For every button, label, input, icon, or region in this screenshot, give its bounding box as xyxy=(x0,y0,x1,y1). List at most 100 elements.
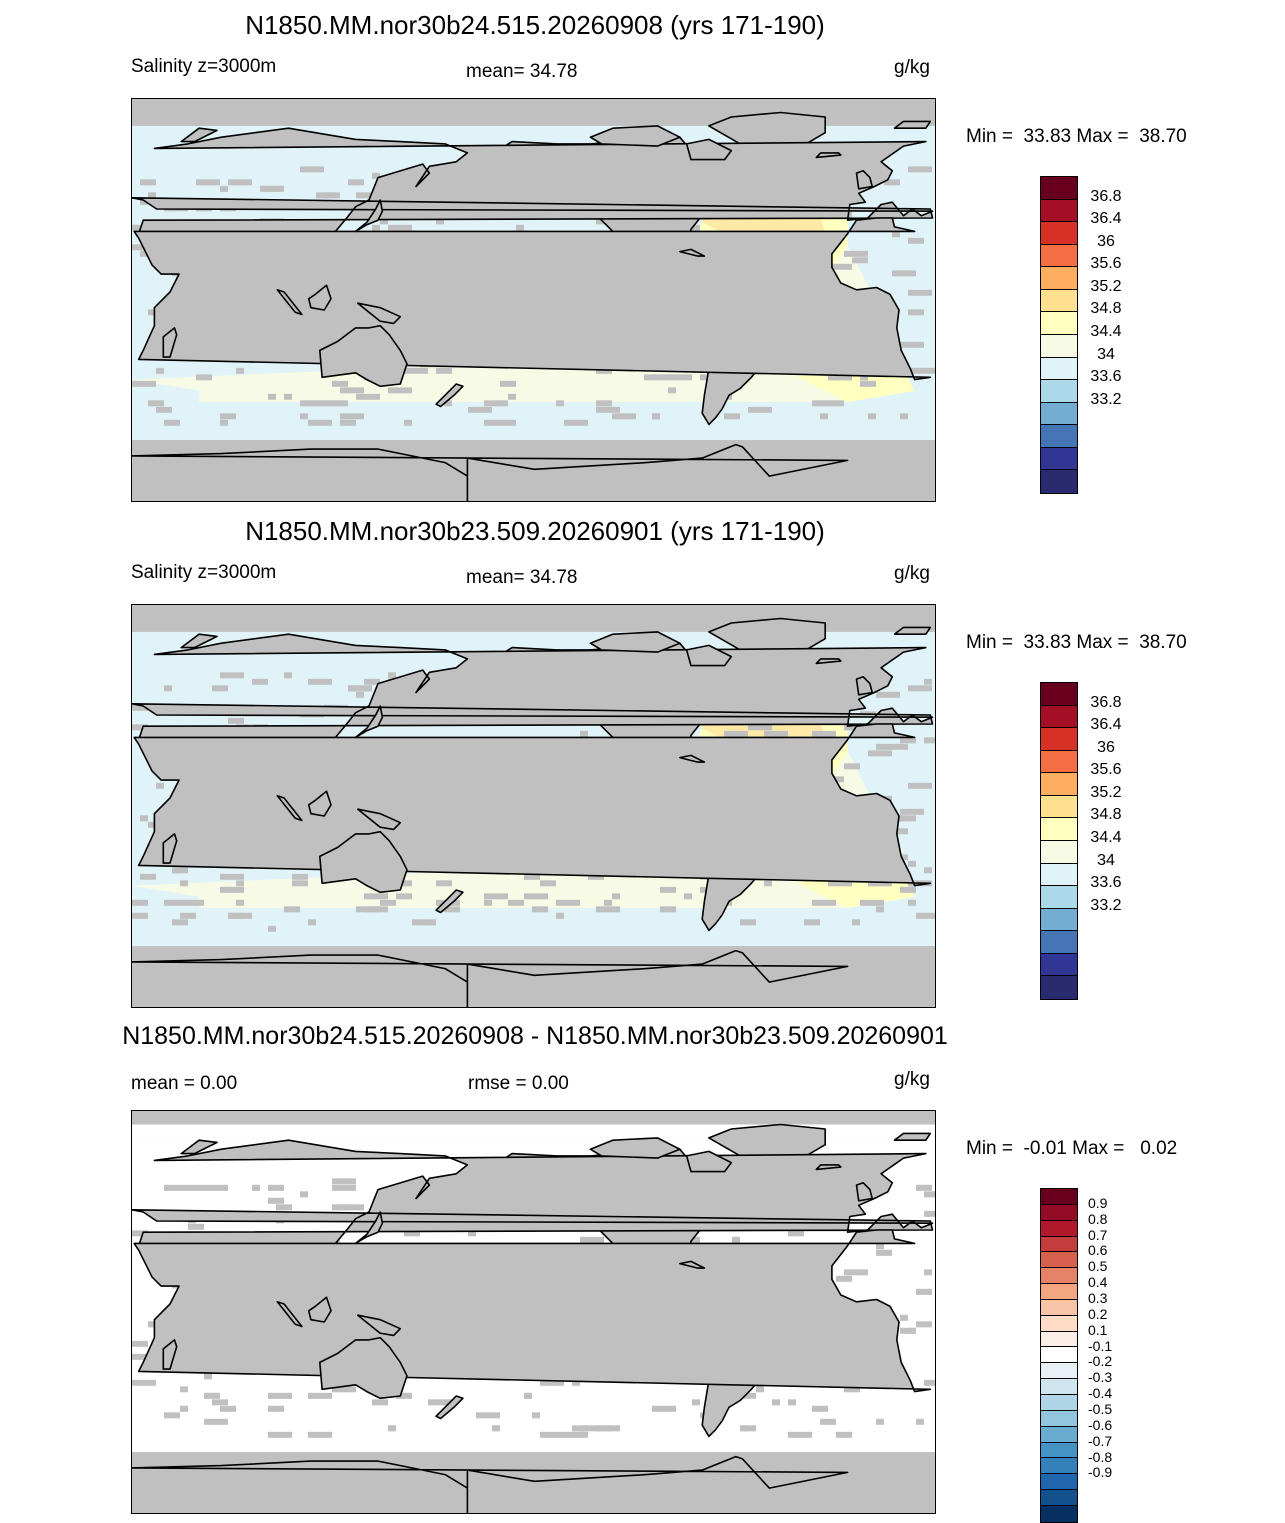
colorbar-swatch xyxy=(1041,886,1077,909)
colorbar-label: 35.2 xyxy=(1090,277,1122,295)
landmass-indonesia1 xyxy=(276,1301,303,1328)
missing-cell xyxy=(908,899,916,906)
colorbar-swatch xyxy=(1041,773,1077,796)
colorbar-swatch xyxy=(1041,931,1077,954)
missing-cell xyxy=(892,231,900,238)
missing-cell xyxy=(268,1184,284,1191)
landmass-madagascar xyxy=(162,833,178,864)
missing-cell xyxy=(404,367,428,374)
missing-cell xyxy=(924,737,935,744)
colorbar-label: 0.1 xyxy=(1088,1321,1108,1338)
missing-cell xyxy=(860,380,876,387)
colorbar-swatch xyxy=(1041,1379,1077,1395)
colorbar-swatch xyxy=(1041,840,1077,864)
missing-cell xyxy=(844,250,868,257)
colorbar-label: -0.8 xyxy=(1088,1448,1113,1465)
colorbar xyxy=(1040,176,1078,494)
landmass-australia xyxy=(319,830,408,894)
missing-cell xyxy=(148,380,156,387)
missing-cell xyxy=(916,367,935,374)
missing-cell xyxy=(148,400,164,407)
missing-cell xyxy=(516,224,524,231)
missing-cell xyxy=(604,899,612,906)
landmass-cuba xyxy=(678,754,706,763)
missing-cell xyxy=(308,919,316,926)
colorbar-swatch xyxy=(1041,1315,1077,1332)
panel-title: N1850.MM.nor30b24.515.20260908 (yrs 171-… xyxy=(245,10,825,40)
missing-cell xyxy=(388,387,412,394)
polar-gray xyxy=(132,440,935,501)
missing-cell xyxy=(148,1321,156,1328)
landmass-africa xyxy=(133,723,932,887)
missing-cell xyxy=(132,1340,148,1347)
missing-cell xyxy=(228,912,252,919)
missing-cell xyxy=(540,880,556,887)
colorbar-swatch xyxy=(1041,1474,1077,1491)
colorbar xyxy=(1040,1188,1078,1523)
missing-cell xyxy=(652,413,660,420)
missing-cell xyxy=(804,919,820,926)
colorbar-swatch xyxy=(1041,1299,1077,1316)
landmass-japan xyxy=(354,199,384,233)
missing-cell xyxy=(924,678,932,685)
missing-cell xyxy=(268,393,276,400)
missing-cell xyxy=(140,179,156,186)
missing-cell xyxy=(532,906,548,913)
units-label: g/kg xyxy=(894,563,930,584)
missing-cell xyxy=(660,906,676,913)
missing-cell xyxy=(220,886,244,893)
polar-gray xyxy=(132,1111,935,1125)
missing-cell xyxy=(268,1431,292,1438)
missing-cell xyxy=(468,1230,476,1237)
polar-gray xyxy=(132,1452,935,1513)
colorbar-swatch xyxy=(1041,312,1077,335)
colorbar-label: 36 xyxy=(1097,738,1115,756)
missing-cell xyxy=(180,880,188,887)
missing-cell xyxy=(356,393,380,400)
missing-cell xyxy=(188,1223,204,1230)
colorbar-label: -0.3 xyxy=(1088,1369,1113,1386)
missing-cell xyxy=(372,1399,388,1406)
landmass-novaya xyxy=(180,633,218,649)
missing-cell xyxy=(204,1184,228,1191)
missing-cell xyxy=(364,893,388,900)
missing-cell xyxy=(492,1425,500,1432)
polar-gray xyxy=(132,946,935,1007)
missing-cell xyxy=(172,867,188,874)
colorbar-label: 0.8 xyxy=(1088,1210,1108,1227)
missing-cell xyxy=(884,179,900,186)
colorbar-swatch xyxy=(1041,863,1077,887)
landmass-japan xyxy=(354,705,384,739)
missing-cell xyxy=(300,400,324,407)
missing-cell xyxy=(140,250,148,257)
landmass-novaya xyxy=(180,1139,218,1155)
missing-cell xyxy=(580,1236,604,1243)
colorbar-label: -0.2 xyxy=(1088,1353,1113,1370)
missing-cell xyxy=(772,1399,780,1406)
landmass-baffin xyxy=(685,138,733,161)
polar-gray xyxy=(132,99,935,113)
colorbar-swatch xyxy=(1041,1458,1077,1475)
colorbar-swatch xyxy=(1041,1442,1077,1459)
missing-cell xyxy=(860,374,868,381)
colorbar-swatch xyxy=(1041,1236,1077,1253)
missing-cell xyxy=(836,1275,852,1282)
missing-cell xyxy=(876,691,900,698)
missing-cell xyxy=(308,1431,332,1438)
colorbar-swatch xyxy=(1041,1363,1077,1380)
missing-cell xyxy=(876,1249,892,1256)
missing-cell xyxy=(156,367,164,374)
colorbar-label: 34.8 xyxy=(1090,300,1122,318)
missing-cell xyxy=(132,244,140,251)
missing-cell xyxy=(908,309,924,316)
missing-cell xyxy=(660,886,676,893)
colorbar-label: 36.4 xyxy=(1090,210,1122,228)
missing-cell xyxy=(364,906,388,913)
colorbar-swatch xyxy=(1041,177,1077,200)
missing-cell xyxy=(868,750,892,757)
missing-cell xyxy=(308,1392,332,1399)
missing-cell xyxy=(900,737,916,744)
missing-cell xyxy=(908,166,932,173)
missing-cell xyxy=(500,419,516,426)
colorbar-swatch xyxy=(1041,1252,1077,1269)
